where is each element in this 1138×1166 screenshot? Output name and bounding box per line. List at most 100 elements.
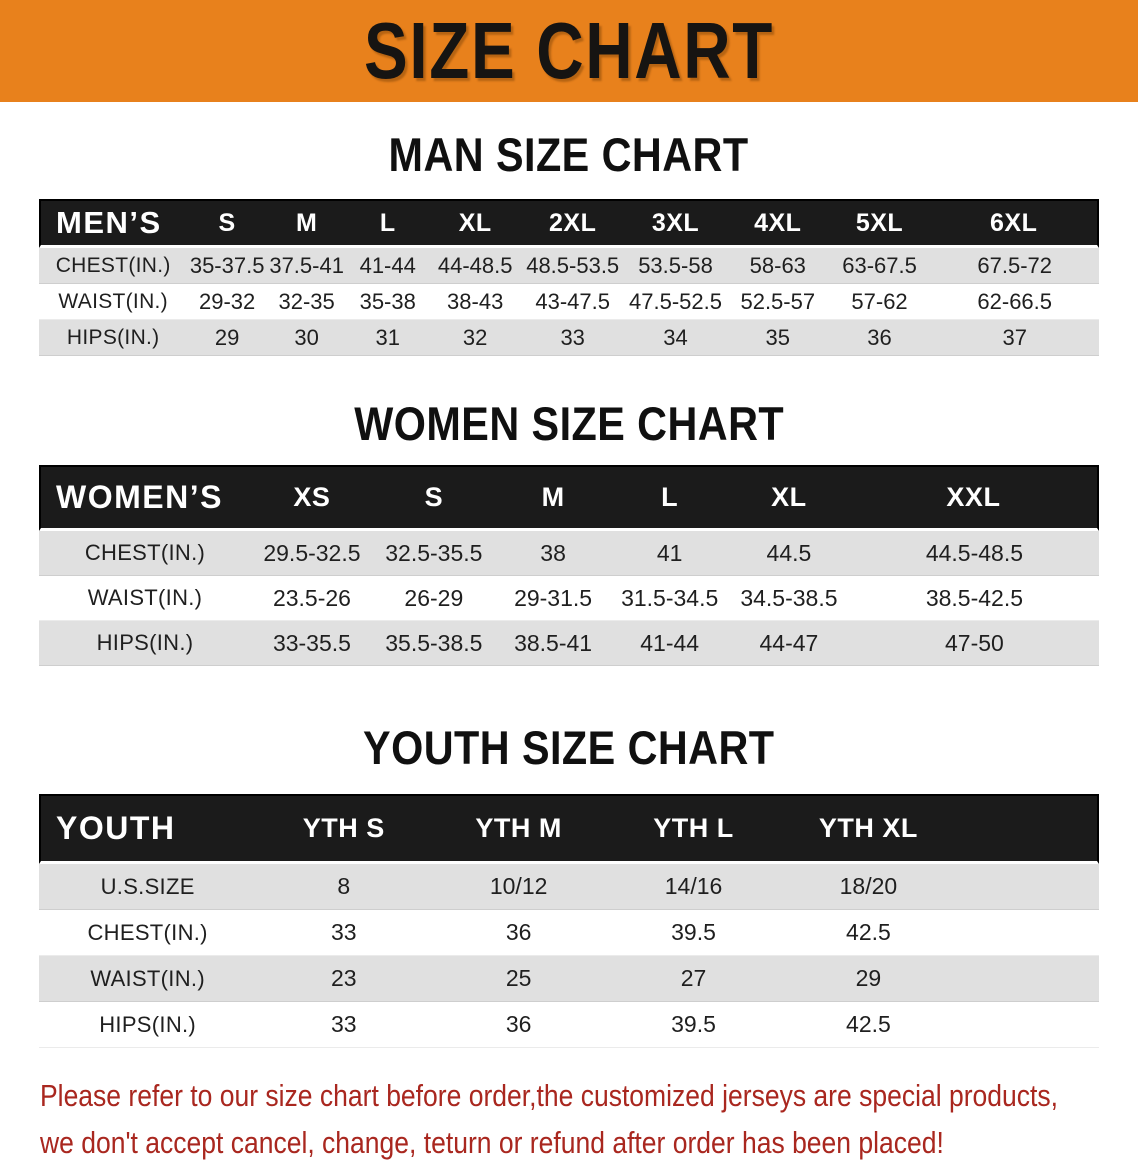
- women-header-row: WOMEN’S XS S M L XL XXL: [39, 465, 1099, 531]
- value-cell: 38.5-41: [494, 621, 612, 666]
- women-row-waist-in: WAIST(IN.) 23.5-26 26-29 29-31.5 31.5-34.5 34…: [39, 576, 1099, 621]
- row-label: HIPS(IN.): [39, 621, 251, 666]
- filler-cell: [955, 864, 1099, 910]
- row-label: WAIST(IN.): [39, 956, 257, 1002]
- value-cell: 52.5-57: [726, 284, 829, 320]
- value-cell: 31.5-34.5: [611, 576, 728, 621]
- value-cell: 42.5: [780, 910, 956, 956]
- filler-cell: [955, 794, 1099, 864]
- value-cell: 37: [930, 320, 1099, 356]
- value-cell: 38: [494, 531, 612, 576]
- men-size-header: 3XL: [624, 199, 727, 248]
- disclaimer-line-2: we don't accept cancel, change, teturn o…: [40, 1125, 944, 1160]
- value-cell: 29: [780, 956, 956, 1002]
- youth-row-chest-in: CHEST(IN.) 33 36 39.5 42.5: [39, 910, 1099, 956]
- men-header-row: MEN’S S M L XL 2XL 3XL 4XL 5XL 6XL: [39, 199, 1099, 248]
- value-cell: 36: [431, 1002, 607, 1048]
- value-cell: 33-35.5: [251, 621, 373, 666]
- youth-header-row: YOUTH YTH S YTH M YTH L YTH XL: [39, 794, 1099, 864]
- men-size-header: 5XL: [828, 199, 931, 248]
- women-size-table: WOMEN’S XS S M L XL XXL CHEST(IN.) 29.5-32.5 32.5…: [39, 465, 1099, 666]
- value-cell: 39.5: [606, 910, 781, 956]
- value-cell: 26-29: [372, 576, 495, 621]
- women-size-header: M: [494, 465, 612, 531]
- youth-size-header: YTH L: [606, 794, 781, 864]
- value-cell: 18/20: [780, 864, 956, 910]
- women-size-header: S: [372, 465, 495, 531]
- value-cell: 38.5-42.5: [849, 576, 1099, 621]
- value-cell: 29-31.5: [494, 576, 612, 621]
- men-size-header: 2XL: [521, 199, 625, 248]
- youth-size-header: YTH M: [431, 794, 607, 864]
- row-label: WAIST(IN.): [39, 576, 251, 621]
- value-cell: 41-44: [611, 621, 728, 666]
- value-cell: 39.5: [606, 1002, 781, 1048]
- value-cell: 14/16: [606, 864, 781, 910]
- value-cell: 44-48.5: [429, 248, 522, 284]
- order-disclaimer: Please refer to our size chart before or…: [40, 1072, 1138, 1166]
- value-cell: 57-62: [828, 284, 931, 320]
- value-cell: 42.5: [780, 1002, 956, 1048]
- women-size-header: XXL: [849, 465, 1099, 531]
- row-label: U.S.SIZE: [39, 864, 257, 910]
- value-cell: 25: [431, 956, 607, 1002]
- value-cell: 32: [429, 320, 522, 356]
- value-cell: 38-43: [429, 284, 522, 320]
- value-cell: 53.5-58: [624, 248, 727, 284]
- value-cell: 47.5-52.5: [624, 284, 727, 320]
- value-cell: 35-38: [346, 284, 430, 320]
- value-cell: 63-67.5: [828, 248, 931, 284]
- value-cell: 32.5-35.5: [372, 531, 495, 576]
- row-label: WAIST(IN.): [39, 284, 188, 320]
- value-cell: 30: [266, 320, 347, 356]
- row-label: CHEST(IN.): [39, 910, 257, 956]
- value-cell: 37.5-41: [266, 248, 347, 284]
- banner-title: SIZE CHART: [364, 6, 774, 95]
- value-cell: 10/12: [431, 864, 607, 910]
- youth-table-title: YOUTH: [39, 794, 257, 864]
- value-cell: 47-50: [849, 621, 1099, 666]
- value-cell: 34: [624, 320, 727, 356]
- value-cell: 23: [256, 956, 432, 1002]
- value-cell: 44.5-48.5: [849, 531, 1099, 576]
- row-label: CHEST(IN.): [39, 248, 188, 284]
- value-cell: 29.5-32.5: [251, 531, 373, 576]
- man-size-chart-heading: MAN SIZE CHART: [0, 127, 1138, 182]
- value-cell: 29: [187, 320, 267, 356]
- men-table-title: MEN’S: [39, 199, 188, 248]
- youth-row-u-s-size: U.S.SIZE 8 10/12 14/16 18/20: [39, 864, 1099, 910]
- filler-cell: [955, 910, 1099, 956]
- youth-size-header: YTH S: [256, 794, 432, 864]
- women-size-header: L: [611, 465, 728, 531]
- women-heading-text: WOMEN SIZE CHART: [354, 397, 784, 450]
- value-cell: 29-32: [187, 284, 267, 320]
- man-heading-text: MAN SIZE CHART: [388, 128, 750, 181]
- value-cell: 41-44: [346, 248, 430, 284]
- value-cell: 35.5-38.5: [372, 621, 495, 666]
- size-chart-banner: SIZE CHART: [0, 0, 1138, 102]
- value-cell: 32-35: [266, 284, 347, 320]
- youth-heading-text: YOUTH SIZE CHART: [363, 721, 775, 774]
- women-row-chest-in: CHEST(IN.) 29.5-32.5 32.5-35.5 38 41 44.5 44.5…: [39, 531, 1099, 576]
- women-size-header: XL: [727, 465, 850, 531]
- value-cell: 35: [726, 320, 829, 356]
- value-cell: 62-66.5: [930, 284, 1099, 320]
- value-cell: 33: [256, 910, 432, 956]
- value-cell: 23.5-26: [251, 576, 373, 621]
- women-table-title: WOMEN’S: [39, 465, 251, 531]
- row-label: CHEST(IN.): [39, 531, 251, 576]
- filler-cell: [955, 956, 1099, 1002]
- men-size-header: XL: [429, 199, 522, 248]
- value-cell: 44-47: [727, 621, 850, 666]
- women-size-header: XS: [251, 465, 373, 531]
- row-label: HIPS(IN.): [39, 320, 188, 356]
- value-cell: 48.5-53.5: [521, 248, 625, 284]
- youth-size-header: YTH XL: [780, 794, 956, 864]
- men-row-waist-in: WAIST(IN.) 29-32 32-35 35-38 38-43 43-47.5 47.…: [39, 284, 1099, 320]
- value-cell: 35-37.5: [187, 248, 267, 284]
- value-cell: 34.5-38.5: [727, 576, 850, 621]
- women-size-chart-heading: WOMEN SIZE CHART: [0, 396, 1138, 451]
- value-cell: 44.5: [727, 531, 850, 576]
- value-cell: 31: [346, 320, 430, 356]
- value-cell: 58-63: [726, 248, 829, 284]
